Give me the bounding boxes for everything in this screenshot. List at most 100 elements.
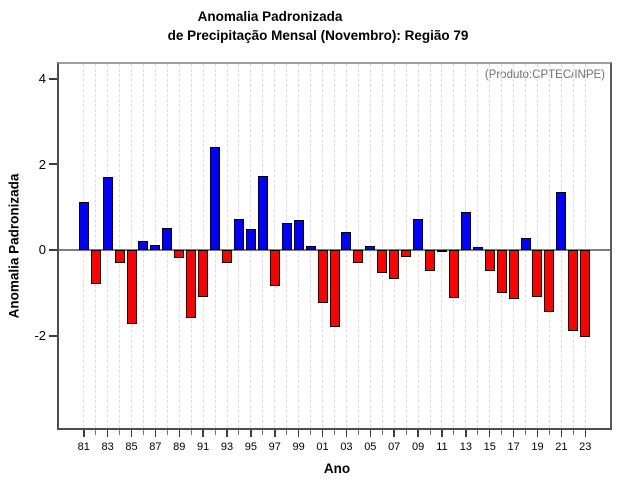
bar-2003 [341,231,352,250]
bar-2019 [532,249,543,297]
x-tick [345,430,348,437]
bar-2014 [472,247,483,250]
x-tick [405,430,407,435]
grid-line [274,64,276,428]
grid-line [322,64,324,428]
x-tick [429,430,431,435]
grid-line [584,64,586,428]
bar-2002 [329,249,340,328]
x-tick [154,430,157,437]
grid-line [572,64,574,428]
bar-2012 [448,249,459,298]
x-tick [83,430,85,437]
x-tick [274,430,276,437]
x-tick-label: 09 [411,441,425,453]
grid-line [441,64,443,428]
x-tick [297,430,300,437]
x-tick-label: 81 [77,441,90,453]
bar-1983 [102,177,113,250]
bar-1995 [245,229,256,250]
bar-2018 [520,237,531,250]
bar-1998 [281,222,292,250]
x-tick [453,430,455,435]
x-tick-label: 21 [555,441,568,453]
y-tick [49,77,57,80]
x-tick [142,430,144,435]
x-tick-label: 03 [340,441,353,453]
grid-line [513,64,515,428]
bar-1986 [138,240,149,250]
bar-2005 [365,245,376,250]
bar-1992 [210,147,221,250]
grid-line [501,64,503,428]
x-tick [238,430,240,435]
bar-2020 [544,249,555,312]
product-annotation: (Produto:CPTEC/INPE) [484,69,605,81]
bar-2010 [425,249,436,272]
x-tick [501,430,503,435]
bar-2008 [401,249,412,258]
x-tick-label: 89 [173,441,186,453]
grid-line [334,64,335,428]
grid-line [119,64,121,428]
bar-1982 [90,249,101,284]
x-tick [250,430,252,437]
x-tick [119,430,121,435]
x-tick-label: 93 [220,441,234,453]
bar-1985 [126,249,137,324]
x-tick-label: 97 [268,441,281,453]
x-tick-label: 91 [197,441,210,453]
x-tick [321,430,324,437]
x-tick [465,430,467,437]
x-tick [262,430,264,435]
bar-2006 [377,249,388,274]
y-tick [49,334,57,337]
grid-line [453,64,455,428]
x-tick [381,430,383,435]
y-tick-label: 4 [38,71,46,87]
bar-1994 [233,218,244,250]
x-tick-label: 11 [436,441,448,453]
x-tick-label: 85 [125,441,138,453]
bar-2011 [436,249,447,253]
x-tick [477,430,479,435]
x-tick [310,430,312,435]
x-tick [393,430,395,437]
bar-2021 [556,192,567,250]
x-tick [178,430,181,437]
x-tick-label: 15 [483,441,496,453]
x-tick-label: 07 [388,441,401,453]
chart-title-line2: de Precipitação Mensal (Novembro): Regiã… [167,28,469,43]
bar-1987 [150,244,161,250]
bar-2004 [353,249,364,264]
bar-1988 [162,228,173,250]
bar-2007 [389,249,400,279]
grid-line [548,64,550,428]
x-tick-label: 83 [101,441,114,453]
plot-area: (Produto:CPTEC/INPE) [57,62,612,430]
x-tick [548,430,550,435]
bar-2001 [317,249,328,304]
grid-line [95,64,97,428]
x-tick [417,430,419,437]
x-tick-label: 99 [292,441,305,453]
bar-1999 [293,220,304,250]
bar-1993 [222,249,233,264]
x-tick [106,430,109,437]
x-axis-title: Ano [323,461,351,476]
x-tick-label: 17 [507,441,520,453]
y-tick [49,163,57,166]
x-tick [488,430,491,437]
x-tick [190,430,192,435]
grid-line [226,64,228,428]
grid-line [190,64,192,428]
x-tick-label: 95 [244,441,258,453]
x-tick [202,430,204,437]
x-tick [286,430,288,435]
y-tick-label: 2 [38,156,46,172]
bar-1997 [269,249,280,287]
grid-line [536,64,538,428]
bar-1996 [257,176,268,250]
x-tick-label: 01 [316,441,329,453]
bar-2017 [508,249,519,299]
